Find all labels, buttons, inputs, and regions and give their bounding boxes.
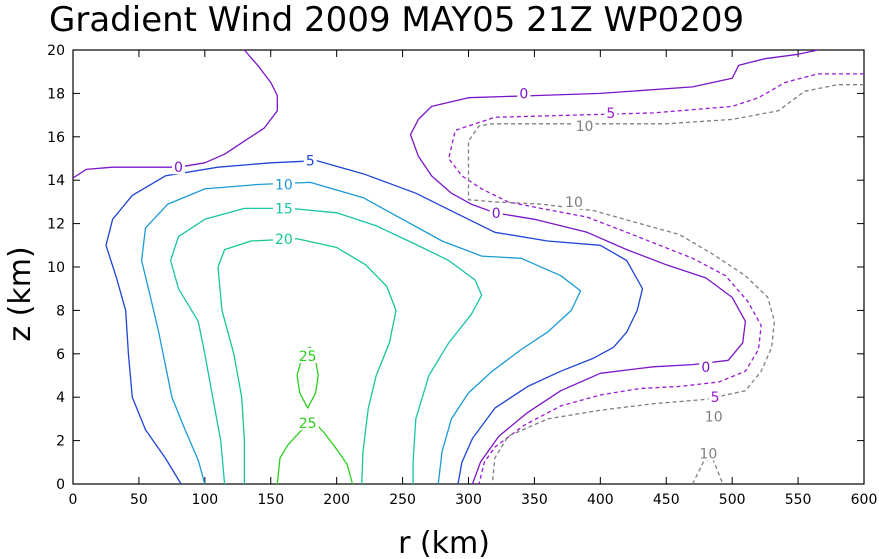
contour-label: 0	[174, 160, 183, 176]
x-tick-label: 150	[257, 492, 284, 508]
contour-label-background	[699, 358, 713, 374]
contour-label-background	[303, 152, 317, 168]
y-tick-label: 12	[47, 217, 65, 233]
contour-label-background	[272, 200, 295, 216]
contour-lines	[72, 49, 864, 485]
contour-label-background	[296, 347, 319, 363]
y-tick-label: 16	[47, 130, 65, 146]
contour-line-level-0	[72, 49, 278, 179]
contour-label: 10	[700, 447, 718, 463]
y-tick-label: 6	[56, 347, 65, 363]
y-tick-label: 2	[56, 434, 65, 450]
y-axis: 0 2 4 6 8 10 12 14 16 18 20	[47, 43, 864, 493]
x-axis-label: r (km)	[398, 526, 490, 559]
x-tick-label: 500	[719, 492, 746, 508]
x-tick-label: 450	[653, 492, 680, 508]
contour-label: 15	[275, 201, 293, 217]
x-tick-label: 0	[69, 492, 78, 508]
contour-label: 0	[701, 360, 710, 376]
contour-label-background	[697, 445, 720, 461]
x-tick-label: 350	[521, 492, 548, 508]
contour-label-background	[171, 159, 185, 175]
contour-line-level-0	[409, 49, 819, 485]
y-tick-label: 4	[56, 390, 65, 406]
y-axis-label: z (km)	[3, 246, 38, 341]
contour-label: 5	[711, 390, 720, 406]
y-tick-label: 0	[56, 477, 65, 493]
contour-line-level-15	[169, 207, 483, 485]
contour-label: 20	[275, 232, 293, 248]
contour-label-background	[517, 85, 531, 101]
x-tick-label: 600	[851, 492, 878, 508]
contour-label: 5	[306, 154, 315, 170]
chart-title: Gradient Wind 2009 MAY05 21Z WP0209	[49, 0, 744, 40]
y-tick-label: 20	[47, 43, 65, 59]
contour-label: 10	[565, 195, 583, 211]
contour-label: 10	[705, 410, 723, 426]
contour-label: 10	[275, 178, 293, 194]
y-tick-label: 14	[47, 173, 65, 189]
x-tick-label: 250	[389, 492, 416, 508]
x-tick-label: 50	[130, 492, 148, 508]
contour-label-background	[489, 204, 503, 220]
contour-line-level-20	[217, 238, 397, 485]
contour-label: 25	[299, 416, 317, 432]
x-tick-label: 200	[323, 492, 350, 508]
contour-line-level-minus-10	[467, 84, 864, 485]
contour-line-level-10	[140, 181, 582, 485]
contour-label: 0	[519, 86, 528, 102]
contour-label: 10	[576, 119, 594, 135]
contour-line-level-minus-5	[448, 73, 864, 485]
contour-label: 0	[492, 206, 501, 222]
contour-label-background	[272, 176, 295, 192]
y-tick-label: 10	[47, 260, 65, 276]
plot-frame	[72, 49, 865, 485]
y-tick-label: 8	[56, 303, 65, 319]
x-axis: 0 50 100 150 200 250 300 350 400 450 500 550 600	[69, 50, 878, 508]
contour-label-background	[296, 415, 319, 431]
y-tick-label: 18	[47, 86, 65, 102]
contour-label-background	[573, 117, 596, 133]
contour-label-background	[604, 104, 618, 120]
contour-label-background	[702, 408, 725, 424]
contour-label: 5	[606, 106, 615, 122]
x-tick-label: 400	[587, 492, 614, 508]
x-tick-label: 550	[785, 492, 812, 508]
x-tick-label: 100	[191, 492, 218, 508]
contour-label-background	[272, 230, 295, 246]
contour-label-background	[562, 193, 585, 209]
contour-label-background	[708, 389, 722, 405]
contour-label: 25	[299, 349, 317, 365]
contour-line-level-5	[105, 160, 644, 485]
x-tick-label: 300	[455, 492, 482, 508]
